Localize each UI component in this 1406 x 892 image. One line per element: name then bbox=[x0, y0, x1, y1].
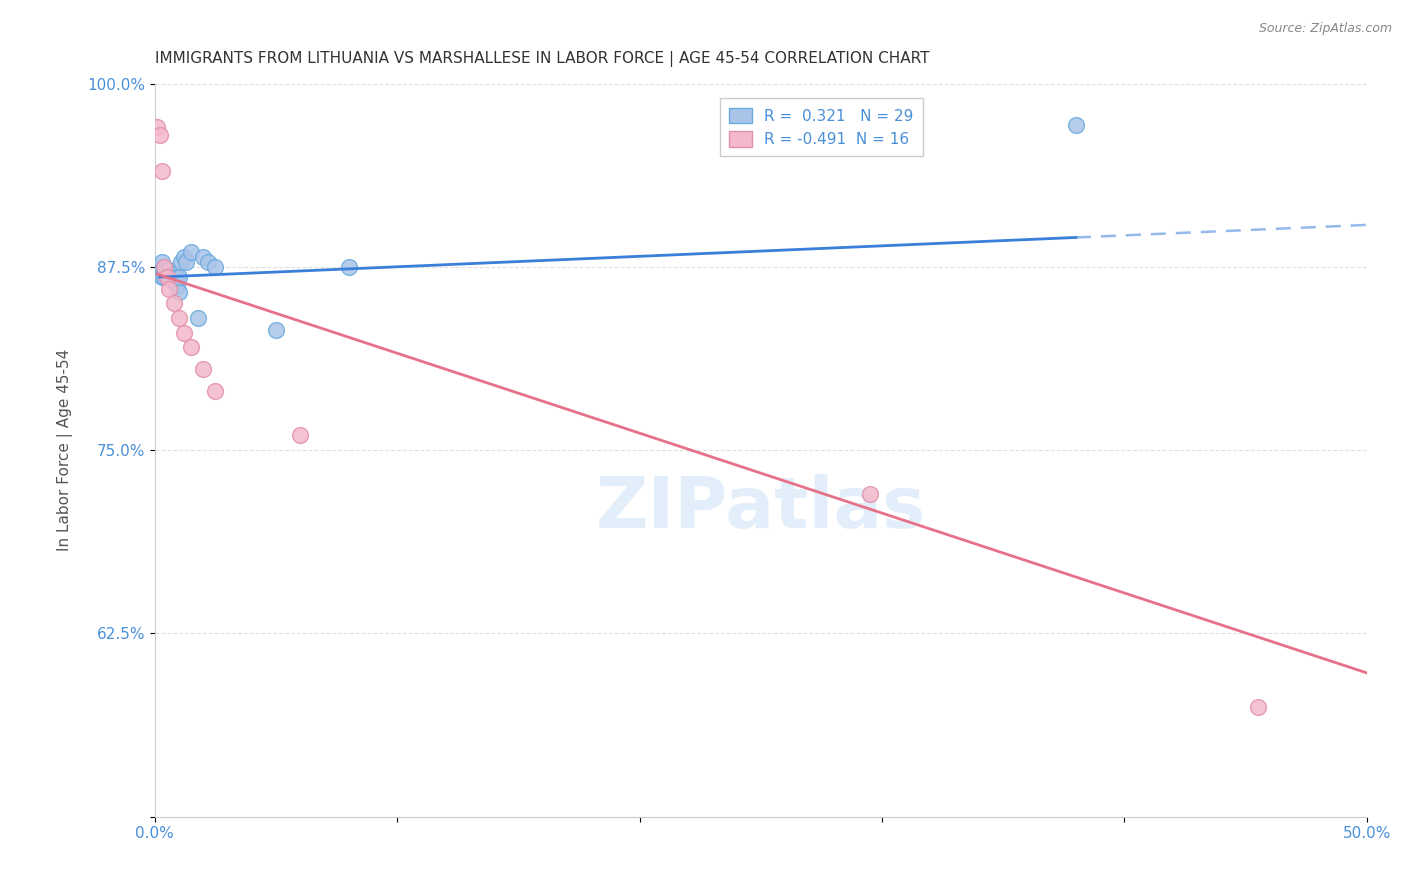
Point bbox=[167, 311, 190, 326]
Point bbox=[166, 270, 188, 285]
Text: IMMIGRANTS FROM LITHUANIA VS MARSHALLESE IN LABOR FORCE | AGE 45-54 CORRELATION : IMMIGRANTS FROM LITHUANIA VS MARSHALLESE… bbox=[155, 51, 929, 67]
Point bbox=[180, 245, 202, 260]
Point bbox=[150, 164, 173, 178]
Point bbox=[156, 270, 179, 285]
Y-axis label: In Labor Force | Age 45-54: In Labor Force | Age 45-54 bbox=[58, 349, 73, 551]
Point bbox=[156, 270, 179, 285]
Point bbox=[859, 487, 882, 501]
Point bbox=[150, 255, 173, 269]
Point bbox=[160, 267, 183, 281]
Point bbox=[157, 270, 180, 285]
Point bbox=[173, 326, 195, 340]
Point bbox=[157, 282, 180, 296]
Point bbox=[204, 384, 226, 399]
Point bbox=[163, 275, 186, 289]
Point bbox=[193, 362, 215, 376]
Point bbox=[170, 255, 193, 269]
Point bbox=[1064, 118, 1087, 132]
Point bbox=[150, 260, 173, 274]
Point bbox=[163, 296, 186, 310]
Point bbox=[187, 311, 209, 326]
Point bbox=[153, 262, 176, 277]
Point bbox=[166, 278, 188, 293]
Point bbox=[193, 250, 215, 264]
Point bbox=[197, 255, 219, 269]
Point bbox=[157, 262, 180, 277]
Point bbox=[176, 255, 198, 269]
Point bbox=[180, 340, 202, 354]
Point bbox=[1247, 699, 1270, 714]
Text: Source: ZipAtlas.com: Source: ZipAtlas.com bbox=[1258, 22, 1392, 36]
Point bbox=[160, 270, 183, 285]
Point bbox=[264, 323, 287, 337]
Point bbox=[149, 267, 172, 281]
Legend: R =  0.321   N = 29, R = -0.491  N = 16: R = 0.321 N = 29, R = -0.491 N = 16 bbox=[720, 98, 922, 156]
Point bbox=[153, 260, 176, 274]
Point bbox=[146, 120, 169, 135]
Point bbox=[167, 285, 190, 299]
Point bbox=[290, 428, 312, 442]
Point bbox=[163, 267, 186, 281]
Point bbox=[173, 250, 195, 264]
Point bbox=[204, 260, 226, 274]
Point bbox=[156, 262, 179, 277]
Point bbox=[150, 270, 173, 285]
Text: ZIPatlas: ZIPatlas bbox=[596, 475, 927, 543]
Point bbox=[337, 260, 360, 274]
Point bbox=[167, 270, 190, 285]
Point bbox=[149, 128, 172, 142]
Point bbox=[153, 270, 176, 285]
